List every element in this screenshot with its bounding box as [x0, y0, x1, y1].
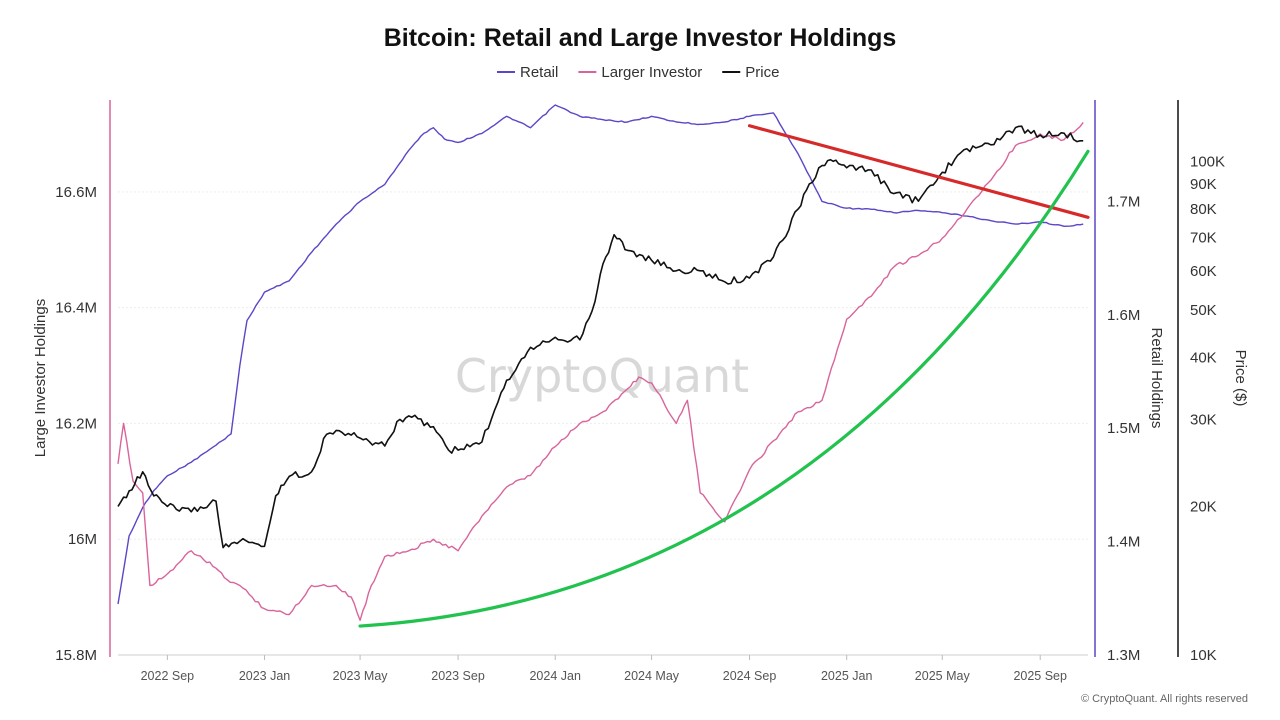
x-tick-label: 2025 Sep [1013, 669, 1067, 683]
retail-tick-label: 1.7M [1107, 193, 1140, 210]
axes: 15.8M 16M 16.2M 16.4M 16.6M 1.3M 1.4M 1.5M 1.6M 1… [32, 100, 1249, 683]
x-tick-label: 2024 May [624, 669, 680, 683]
copyright-notice: © CryptoQuant. All rights reserved [1081, 693, 1248, 705]
chart-title: Bitcoin: Retail and Large Investor Holdi… [384, 24, 897, 52]
red-trend-line [747, 124, 1090, 219]
watermark: CryptoQuant [455, 349, 749, 403]
x-tick-label: 2023 Sep [431, 669, 485, 683]
green-trend-line [358, 149, 1090, 628]
trend-lines [358, 124, 1090, 628]
price-tick-label: 80K [1190, 201, 1217, 218]
large-investor-tick-label: 16.2M [55, 415, 97, 432]
price-tick-label: 70K [1190, 230, 1217, 247]
series-group [117, 104, 1084, 621]
price-tick-label: 20K [1190, 498, 1217, 515]
x-tick-label: 2024 Jan [529, 669, 580, 683]
price-tick-label: 10K [1190, 647, 1217, 664]
large-investor-tick-label: 16M [68, 531, 97, 548]
x-tick-label: 2023 May [333, 669, 389, 683]
retail-tick-label: 1.4M [1107, 534, 1140, 551]
x-tick-label: 2023 Jan [239, 669, 290, 683]
x-tick-label: 2022 Sep [141, 669, 195, 683]
price-tick-label: 90K [1190, 176, 1217, 193]
legend-label-retail: Retail [520, 64, 558, 81]
retail-axis-title: Retail Holdings [1148, 328, 1165, 429]
price-axis-title: Price ($) [1232, 350, 1249, 407]
large-investor-tick-label: 16.6M [55, 184, 97, 201]
gridlines [118, 191, 1088, 540]
x-tick-label: 2025 Jan [821, 669, 872, 683]
price-tick-label: 50K [1190, 302, 1217, 319]
legend-label-price: Price [745, 64, 779, 81]
retail-tick-label: 1.5M [1107, 420, 1140, 437]
x-tick-label: 2025 May [915, 669, 971, 683]
price-tick-label: 30K [1190, 411, 1217, 428]
series-line-retail [117, 104, 1084, 605]
series-line-price [117, 125, 1084, 549]
retail-tick-label: 1.3M [1107, 647, 1140, 664]
large-investor-axis-title: Large Investor Holdings [32, 299, 49, 457]
x-tick-label: 2024 Sep [723, 669, 777, 683]
large-investor-tick-label: 15.8M [55, 647, 97, 664]
price-tick-label: 100K [1190, 153, 1225, 170]
price-tick-label: 40K [1190, 350, 1217, 367]
series-line-larger-investor [117, 121, 1084, 621]
large-investor-tick-label: 16.4M [55, 300, 97, 317]
retail-tick-label: 1.6M [1107, 307, 1140, 324]
legend-label-larger-investor: Larger Investor [601, 64, 702, 81]
price-tick-label: 60K [1190, 263, 1217, 280]
legend: Retail Larger Investor Price [497, 64, 779, 81]
